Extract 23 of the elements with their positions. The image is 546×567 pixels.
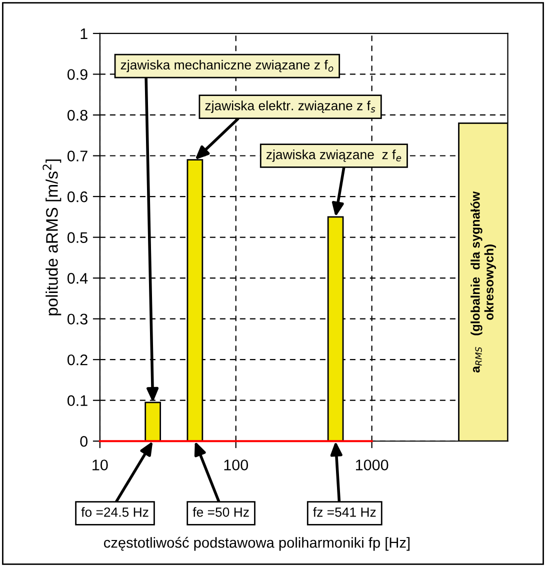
y-tick-label: 0.5 xyxy=(67,232,88,243)
y-tick-label: 0.9 xyxy=(67,69,88,80)
x-tick-label: 10 xyxy=(92,460,108,470)
y-tick-label: 1 xyxy=(80,28,88,39)
y-tick-label: 0.6 xyxy=(67,191,88,202)
y-tick-label: 0.4 xyxy=(67,272,88,284)
annotation: zjawiska elektr. związane z f$_{s}$ xyxy=(205,100,376,113)
y-tick-label: 0.3 xyxy=(67,314,88,325)
x-tick-label: 100 xyxy=(224,460,248,470)
annotation: fe =50 Hz xyxy=(192,507,249,517)
y-tick-label: 0.8 xyxy=(67,110,88,121)
y-tick-label: 0.1 xyxy=(67,395,88,406)
annotation: fo =24.5 Hz xyxy=(81,507,148,517)
annotation: zjawiska mechaniczne związane z f$_{o}$ xyxy=(120,60,334,72)
x-tick-label: 1000 xyxy=(356,460,388,470)
x-axis-title: częstotliwość podstawowa poliharmoniki fp [Hz] xyxy=(104,536,410,551)
text: a$_{RMS}$ (globalnie dla sygnałów okresowych) xyxy=(470,191,496,373)
annotation: fz =541 Hz xyxy=(313,507,376,517)
y-tick-label: 0.7 xyxy=(67,150,88,162)
y-tick-label: 0 xyxy=(80,436,88,447)
y-axis-title: politude aRMS [m/s$^{2}$] xyxy=(42,159,62,316)
annotation: zjawiska związane z f$_{e}$ xyxy=(266,150,402,162)
y-tick-label: 0.2 xyxy=(67,354,88,366)
